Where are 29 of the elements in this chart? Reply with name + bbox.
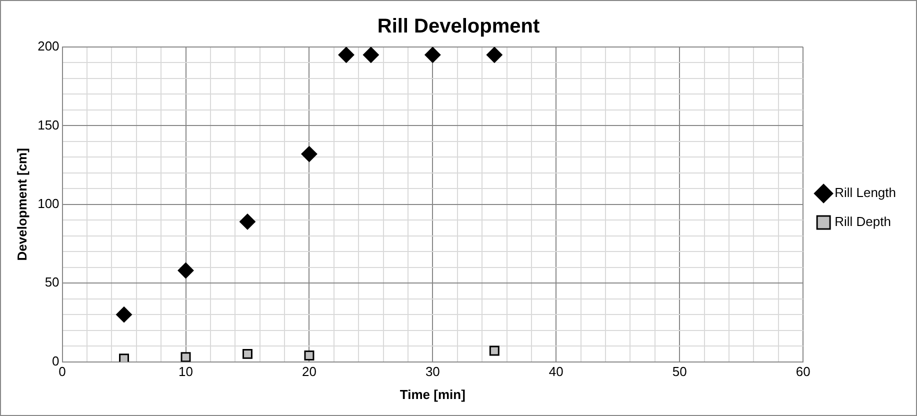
point [301,146,318,162]
point [338,47,354,63]
x-tick-label: 20 [302,364,316,380]
x-tick-label: 60 [796,364,810,380]
point [304,350,314,360]
y-tick-label: 100 [38,196,60,211]
y-tick-label: 150 [38,117,60,132]
x-axis-title: Time [min] [400,386,466,402]
x-tick-label: 10 [178,364,193,380]
point [178,262,194,279]
x-tick-label: 30 [425,364,440,380]
point [489,346,500,356]
point [362,47,379,63]
point [242,348,252,359]
point [424,47,441,63]
x-tick-label: 50 [672,364,687,380]
legend-label: Rill Length [834,185,896,200]
chart-title: Rill Development [377,16,540,38]
y-axis-title: Development [cm] [14,148,30,261]
x-tick-label: 40 [548,364,564,380]
point [180,352,191,362]
legend-label: Rill Depth [834,214,891,230]
y-tick-label: 50 [44,274,60,290]
point [119,354,130,362]
y-tick-label: 0 [52,353,60,368]
point [486,47,502,63]
y-tick-label: 200 [38,38,60,54]
point [116,306,132,323]
point [239,214,256,230]
